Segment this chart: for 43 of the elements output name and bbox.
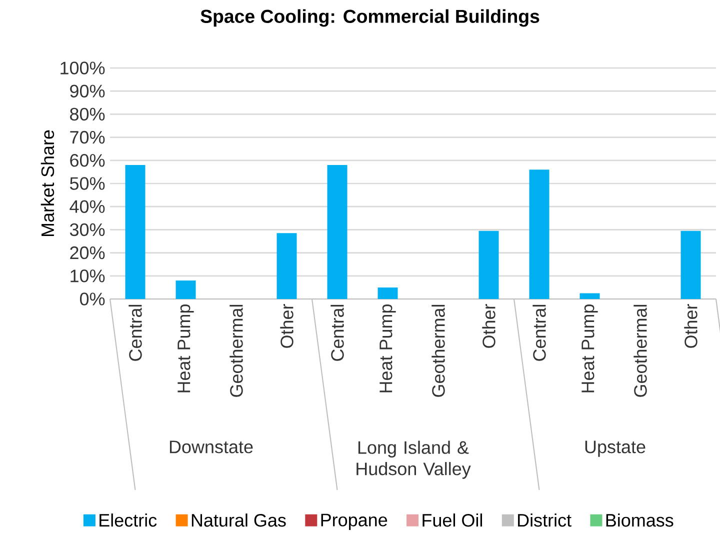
x-tick-label: Heat Pump	[582, 304, 598, 392]
y-tick-label: 0%	[80, 292, 105, 306]
x-tick-label: Other	[280, 304, 294, 348]
bar	[378, 287, 398, 299]
x-tick-label: Heat Pump	[380, 304, 396, 392]
y-tick-label: 20%	[70, 246, 105, 260]
x-tick-label: Other	[482, 304, 496, 348]
y-tick-label: 90%	[70, 84, 105, 98]
bar	[680, 230, 701, 299]
x-tick-label: Heat Pump	[178, 304, 194, 392]
text: Downstate	[170, 440, 253, 454]
legend-label: Propane	[321, 514, 388, 530]
y-tick-label: 30%	[70, 223, 105, 236]
bar	[276, 233, 297, 299]
legend-label: Biomass	[606, 513, 674, 527]
bar	[529, 170, 550, 299]
x-tick-label: Geothermal	[230, 304, 243, 397]
text: Upstate	[585, 440, 646, 457]
x-tick-label: Geothermal	[634, 304, 647, 397]
bar	[125, 165, 146, 299]
x-tick-label: Central	[330, 304, 344, 361]
legend-label: Electric	[100, 513, 157, 527]
y-tick-label: 10%	[70, 270, 105, 282]
bar	[580, 293, 600, 299]
legend-label: District	[518, 513, 572, 527]
y-tick-label: 60%	[70, 154, 105, 167]
y-tick-label: 50%	[70, 177, 105, 190]
y-tick-label: 70%	[70, 130, 105, 144]
x-tick-label: Geothermal	[432, 304, 445, 397]
legend-label: Fuel Oil	[422, 513, 482, 527]
bar	[327, 165, 348, 299]
text: Long Island & Hudson Valley	[356, 440, 471, 479]
x-tick-label: Central	[532, 304, 546, 361]
legend-label: Natural Gas	[192, 513, 286, 527]
y-axis-title: Market Share	[40, 130, 54, 236]
y-tick-label: 80%	[70, 108, 105, 121]
bar	[176, 280, 196, 299]
x-tick-label: Other	[684, 304, 698, 348]
x-tick-label: Central	[128, 304, 142, 361]
bar	[478, 230, 499, 299]
y-tick-label: 40%	[70, 200, 105, 213]
y-tick-label: 100%	[60, 62, 105, 74]
chart-title: Space Cooling: Commercial Buildings	[200, 9, 540, 27]
